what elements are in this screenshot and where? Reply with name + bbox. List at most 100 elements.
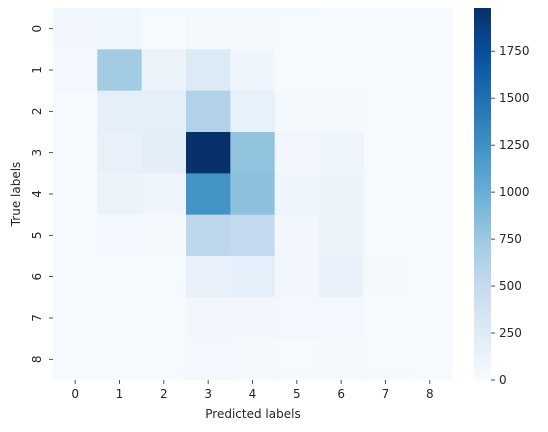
heatmap-cell-r7-c3: [185, 297, 231, 340]
colorbar: 0 250 500 750 1000 1250 1500 1750: [474, 8, 530, 387]
heatmap-cell-r6-c2: [141, 255, 187, 298]
heatmap-cell-r5-c8: [407, 214, 453, 257]
heatmap-cell-r1-c4: [230, 49, 276, 92]
x-tick-label: 5: [293, 387, 301, 401]
heatmap-cell-r8-c5: [274, 338, 320, 381]
heatmap-cell-r4-c6: [318, 173, 364, 216]
heatmap-cell-r1-c0: [53, 49, 98, 92]
x-tick-label: 4: [249, 387, 257, 401]
heatmap-cell-r2-c3: [185, 90, 231, 133]
heatmap-cell-r7-c0: [53, 297, 98, 340]
heatmap-cell-r0-c2: [141, 8, 187, 50]
heatmap-cell-r3-c7: [363, 131, 409, 174]
heatmap-cell-r4-c5: [274, 173, 320, 216]
heatmap-cell-r6-c4: [230, 255, 276, 298]
heatmap-cell-r8-c4: [230, 338, 276, 381]
heatmap-cell-r8-c7: [363, 338, 409, 381]
heatmap-cell-r3-c6: [318, 131, 364, 174]
heatmap-cell-r4-c8: [407, 173, 453, 216]
heatmap-cell-r0-c1: [97, 8, 143, 50]
heatmap-cell-r6-c7: [363, 255, 409, 298]
heatmap-cell-r5-c5: [274, 214, 320, 257]
heatmap-cell-r6-c6: [318, 255, 364, 298]
y-tick-label: 7: [30, 314, 44, 322]
heatmap-cell-r2-c6: [318, 90, 364, 133]
heatmap-cell-r5-c0: [53, 214, 98, 257]
heatmap-cell-r7-c2: [141, 297, 187, 340]
heatmap-cell-r5-c7: [363, 214, 409, 257]
x-tick-label: 0: [71, 387, 79, 401]
heatmap-cell-r2-c5: [274, 90, 320, 133]
heatmap-cell-r3-c3: [185, 131, 231, 174]
heatmap-cell-r1-c1: [97, 49, 143, 92]
heatmap-cell-r2-c1: [97, 90, 143, 133]
colorbar-tick-label: 500: [499, 279, 522, 293]
heatmap-cell-r0-c7: [363, 8, 409, 50]
heatmap-cell-r1-c8: [407, 49, 453, 92]
heatmap-cell-r4-c7: [363, 173, 409, 216]
heatmap-cell-r7-c7: [363, 297, 409, 340]
heatmap-cell-r6-c8: [407, 255, 453, 298]
heatmap-cell-r5-c1: [97, 214, 143, 257]
heatmap-cell-r8-c1: [97, 338, 143, 381]
heatmap-cell-r8-c2: [141, 338, 187, 381]
heatmap-cell-r5-c4: [230, 214, 276, 257]
heatmap-cell-r8-c8: [407, 338, 453, 381]
heatmap-cell-r0-c8: [407, 8, 453, 50]
heatmap-cell-r0-c4: [230, 8, 276, 50]
y-tick-label: 0: [30, 25, 44, 33]
heatmap-cell-r7-c4: [230, 297, 276, 340]
heatmap-cell-r8-c3: [185, 338, 231, 381]
heatmap-cells: [53, 8, 453, 381]
y-tick-label: 3: [30, 149, 44, 157]
heatmap-cell-r0-c3: [185, 8, 231, 50]
colorbar-tick-label: 1250: [499, 138, 530, 152]
colorbar-tick-label: 1750: [499, 44, 530, 58]
heatmap-cell-r2-c8: [407, 90, 453, 133]
x-tick-label: 8: [426, 387, 434, 401]
heatmap-cell-r4-c0: [53, 173, 98, 216]
heatmap-cell-r5-c3: [185, 214, 231, 257]
y-axis-label: True labels: [9, 162, 23, 228]
colorbar-tick-label: 0: [499, 373, 507, 387]
heatmap-cell-r1-c3: [185, 49, 231, 92]
heatmap-cell-r0-c6: [318, 8, 364, 50]
heatmap-cell-r1-c6: [318, 49, 364, 92]
heatmap-cell-r7-c5: [274, 297, 320, 340]
colorbar-gradient: [474, 8, 491, 380]
heatmap-cell-r1-c5: [274, 49, 320, 92]
colorbar-ticks: 0 250 500 750 1000 1250 1500 1750: [491, 44, 530, 387]
heatmap-cell-r5-c6: [318, 214, 364, 257]
colorbar-tick-label: 1000: [499, 185, 530, 199]
y-tick-label: 1: [30, 66, 44, 74]
heatmap-cell-r3-c2: [141, 131, 187, 174]
heatmap-cell-r3-c0: [53, 131, 98, 174]
heatmap-cell-r4-c3: [185, 173, 231, 216]
x-tick-label: 2: [160, 387, 168, 401]
heatmap-cell-r1-c7: [363, 49, 409, 92]
heatmap-cell-r6-c1: [97, 255, 143, 298]
colorbar-tick-label: 750: [499, 232, 522, 246]
y-tick-label: 5: [30, 231, 44, 239]
heatmap-cell-r5-c2: [141, 214, 187, 257]
y-tick-label: 2: [30, 108, 44, 116]
heatmap-cell-r6-c3: [185, 255, 231, 298]
heatmap-cell-r7-c1: [97, 297, 143, 340]
heatmap-cell-r4-c2: [141, 173, 187, 216]
heatmap-cell-r6-c5: [274, 255, 320, 298]
heatmap-cell-r2-c4: [230, 90, 276, 133]
heatmap-cell-r1-c2: [141, 49, 187, 92]
heatmap-cell-r3-c8: [407, 131, 453, 174]
y-axis-ticks: 0 1 2 3 4 5 6 7 8: [30, 25, 53, 363]
heatmap-cell-r3-c4: [230, 131, 276, 174]
heatmap-cell-r4-c4: [230, 173, 276, 216]
heatmap-cell-r0-c0: [53, 8, 98, 50]
x-tick-label: 6: [337, 387, 345, 401]
x-tick-label: 1: [116, 387, 124, 401]
x-axis-ticks: 0 1 2 3 4 5 6 7 8: [71, 379, 434, 401]
heatmap-cell-r7-c8: [407, 297, 453, 340]
colorbar-tick-label: 250: [499, 326, 522, 340]
heatmap-cell-r7-c6: [318, 297, 364, 340]
heatmap-cell-r2-c7: [363, 90, 409, 133]
